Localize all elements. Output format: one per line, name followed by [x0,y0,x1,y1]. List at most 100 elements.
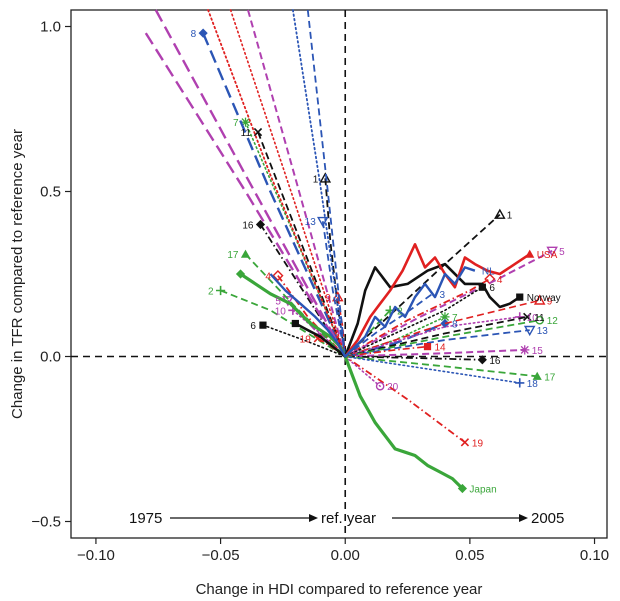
series-label-end-Japan: Japan [469,485,496,496]
series-label-start-6: 6 [250,321,256,332]
series-label-end-18: 18 [527,379,539,390]
y-tick-label-2: 0.5 [40,184,61,201]
series-label-end-14: 14 [435,343,447,354]
series-early-magenta-3 [247,9,347,357]
series-label-end-13: 13 [537,326,549,337]
series-early-red [207,9,347,358]
series-line-17 [244,253,538,378]
series-marker-end-18 [515,378,525,388]
series-line-15 [345,348,525,358]
series-label-start-19: 19 [300,334,312,345]
series-label-end-11: 11 [534,313,545,324]
series-line-20 [344,355,381,388]
series-Norway [291,262,524,358]
series-label-end-NL: NL [482,267,495,278]
series-15 [345,345,530,358]
series-label-start-5: 5 [275,296,281,307]
series-marker-start-7 [240,117,251,127]
series-marker-end-17 [532,371,542,380]
y-tick-label-0: −0.5 [31,514,61,531]
series-Japan [235,269,468,494]
series-label-end-3: 3 [439,290,445,301]
series-16 [255,219,487,365]
series-label-end-1: 1 [507,211,513,222]
series-marker-end-7 [440,312,450,322]
series-line-Norway [294,262,521,358]
series-label-end-Norway: Norway [527,293,561,304]
annotation-end-label: 2005 [531,510,564,527]
series-marker-end-1 [494,208,506,219]
series-marker-end-15 [520,345,530,355]
series-marker-end-Norway [516,293,524,301]
series-marker-start-11 [253,127,263,137]
series-line-early-magenta [144,32,347,358]
series-20 [344,355,385,391]
series-label-start-9: 9 [325,293,331,304]
annotation-arrow-1-head [309,514,318,522]
series-line-early-magenta-3 [247,9,347,357]
series-marker-end-Japan [457,483,468,494]
series-label-end-8: 8 [452,320,458,331]
series-marker-start-8 [198,28,208,38]
x-tick-label-0: −0.10 [77,547,115,564]
series-12 [345,315,544,358]
series-label-end-9: 9 [547,296,553,307]
series-layer [144,9,558,494]
y-tick-label-3: 1.0 [40,19,61,36]
series-line-USA [344,243,531,358]
series-label-start-8: 8 [191,29,197,40]
series-line-early-magenta-2 [154,9,347,358]
series-marker-start-16 [255,219,266,230]
series-17 [240,249,542,380]
series-line-6 [262,286,484,358]
series-label-end-16: 16 [489,356,501,367]
series-label-end-USA: USA [537,250,558,261]
series-label-end-6: 6 [489,283,495,294]
series-marker-end-11 [523,312,532,322]
series-3 [344,293,434,358]
x-tick-label-4: 0.10 [580,547,609,564]
series-label-end-15: 15 [532,346,544,357]
series-label-end-5: 5 [559,247,565,258]
series-line-3 [344,293,434,358]
series-line-early-blue [306,9,347,357]
series-label-start-7: 7 [233,118,239,129]
series-label-start-16: 16 [242,221,254,232]
series-line-16 [259,224,483,361]
zero-lines [71,10,607,538]
series-early-blue-2 [291,9,347,358]
series-label-start-10: 10 [275,306,287,317]
series-marker-end-14 [423,343,432,351]
series-early-magenta-2 [154,9,347,358]
series-marker-end-12 [535,315,544,325]
x-tick-label-3: 0.05 [455,547,484,564]
series-label-end-4: 4 [497,275,503,286]
series-marker-end-20 [375,381,385,391]
series-label-end-2: 2 [397,306,403,317]
series-marker-start-Japan [235,269,246,279]
series-label-start-4: 4 [265,272,271,283]
series-marker-end-USA [525,249,535,258]
series-marker-end-16 [477,355,487,365]
series-label-end-10: 10 [527,313,539,324]
series-line-early-blue-2 [291,9,347,358]
series-early-magenta [144,32,347,358]
series-marker-start-6 [259,321,267,329]
series-line-7 [244,121,446,358]
series-label-end-7: 7 [452,313,458,324]
series-marker-start-2 [215,285,226,296]
plot-frame [70,9,608,539]
series-line-4 [277,275,491,358]
series-line-1 [324,178,501,358]
x-tick-label-1: −0.05 [202,547,240,564]
series-line-12 [345,319,540,358]
annotation-arrow-2-head [519,514,528,522]
y-tick-label-1: 0.0 [40,349,61,366]
series-11 [253,127,532,358]
series-marker-end-9 [533,294,546,305]
annotation-start-label: 1975 [129,510,162,527]
series-NL [269,266,476,358]
time-annotation: 1975 ref. year 2005 [129,510,564,527]
